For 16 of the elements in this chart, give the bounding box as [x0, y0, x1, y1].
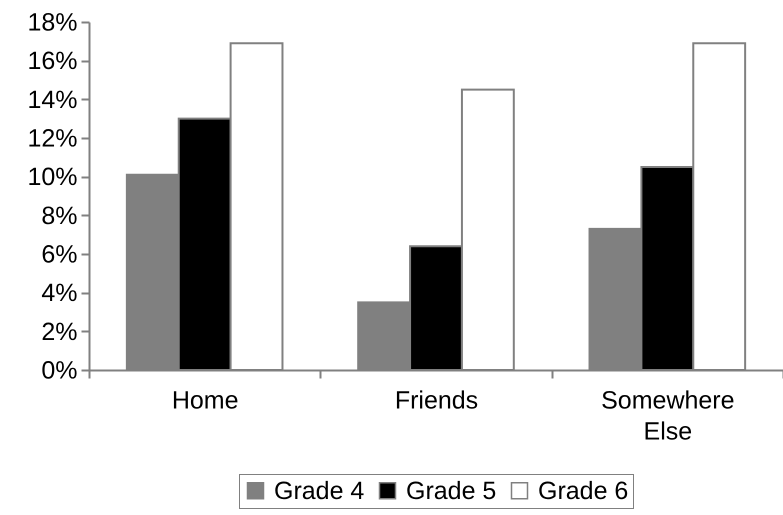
y-tick-label: 8% [41, 202, 78, 230]
y-tick-label: 0% [41, 356, 78, 384]
x-tick-label: Home [172, 386, 239, 414]
x-tick-label: Friends [394, 386, 478, 414]
y-tick-label: 18% [27, 8, 78, 36]
y-tick-label: 6% [41, 240, 78, 268]
legend-label: Grade 6 [538, 476, 628, 505]
x-tick-label: Somewhere Else [601, 386, 735, 446]
legend-label: Grade 5 [406, 476, 496, 505]
y-tick-label: 14% [27, 86, 78, 114]
legend-label: Grade 4 [274, 476, 364, 505]
y-tick-label: 2% [41, 318, 78, 346]
y-tick-label: 10% [27, 163, 78, 192]
y-tick-label: 4% [41, 279, 78, 308]
y-tick-label: 12% [27, 124, 78, 152]
y-tick-label: 16% [27, 47, 78, 76]
